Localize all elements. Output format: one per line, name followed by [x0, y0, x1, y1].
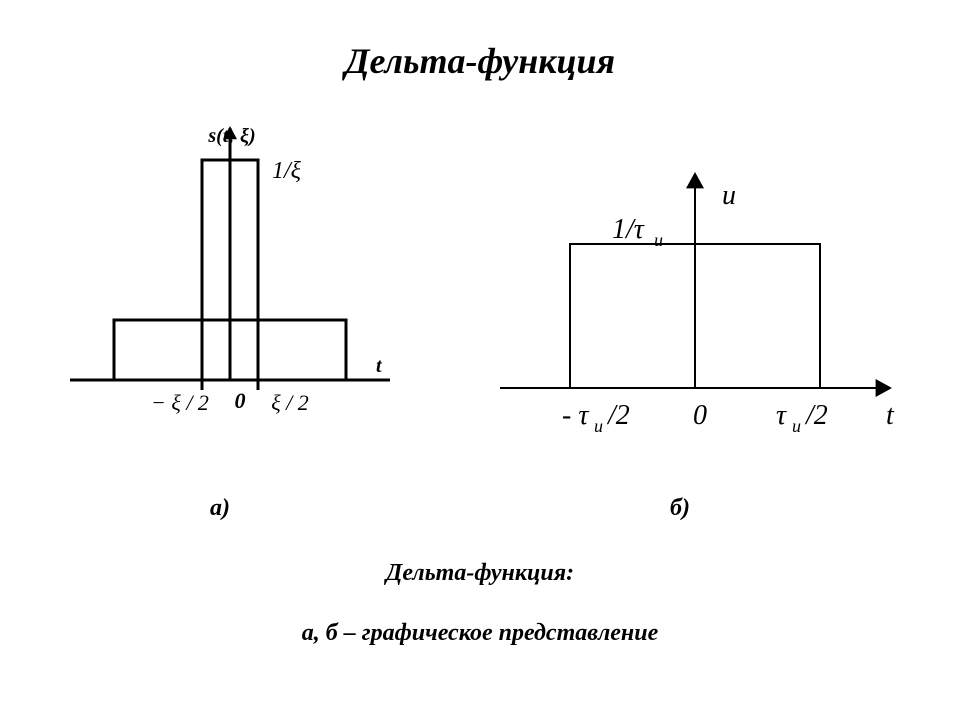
diagram-b: u 1/τи - τи/2 0 τи/2 t — [490, 160, 910, 460]
svg-text:t: t — [886, 400, 895, 431]
svg-text:s(t; ξ): s(t; ξ) — [207, 125, 255, 147]
svg-text:1/ξ: 1/ξ — [272, 158, 302, 184]
svg-text:τ: τ — [776, 400, 787, 431]
svg-text:t: t — [376, 355, 383, 377]
page-title: Дельта-функция — [0, 40, 960, 82]
page: Дельта-функция s(t; ξ) 1/ξ − ξ / 2 0 ξ /… — [0, 0, 960, 720]
svg-text:0: 0 — [693, 400, 707, 431]
caption-line2: а, б – графическое представление — [0, 620, 960, 647]
svg-text:/2: /2 — [804, 400, 828, 431]
caption-line1: Дельта-функция: — [0, 560, 960, 587]
svg-text:ξ / 2: ξ / 2 — [271, 390, 309, 415]
caption-a: а) — [180, 495, 260, 522]
svg-text:и: и — [654, 230, 663, 250]
svg-text:0: 0 — [235, 388, 246, 413]
svg-text:− ξ / 2: − ξ / 2 — [151, 390, 209, 415]
svg-text:1/τ: 1/τ — [612, 214, 645, 245]
svg-text:- τ: - τ — [562, 400, 589, 431]
diagram-a: s(t; ξ) 1/ξ − ξ / 2 0 ξ / 2 t — [60, 120, 400, 440]
svg-text:и: и — [594, 416, 603, 436]
svg-text:/2: /2 — [606, 400, 630, 431]
svg-text:и: и — [792, 416, 801, 436]
svg-text:u: u — [722, 180, 736, 211]
caption-b: б) — [640, 495, 720, 522]
